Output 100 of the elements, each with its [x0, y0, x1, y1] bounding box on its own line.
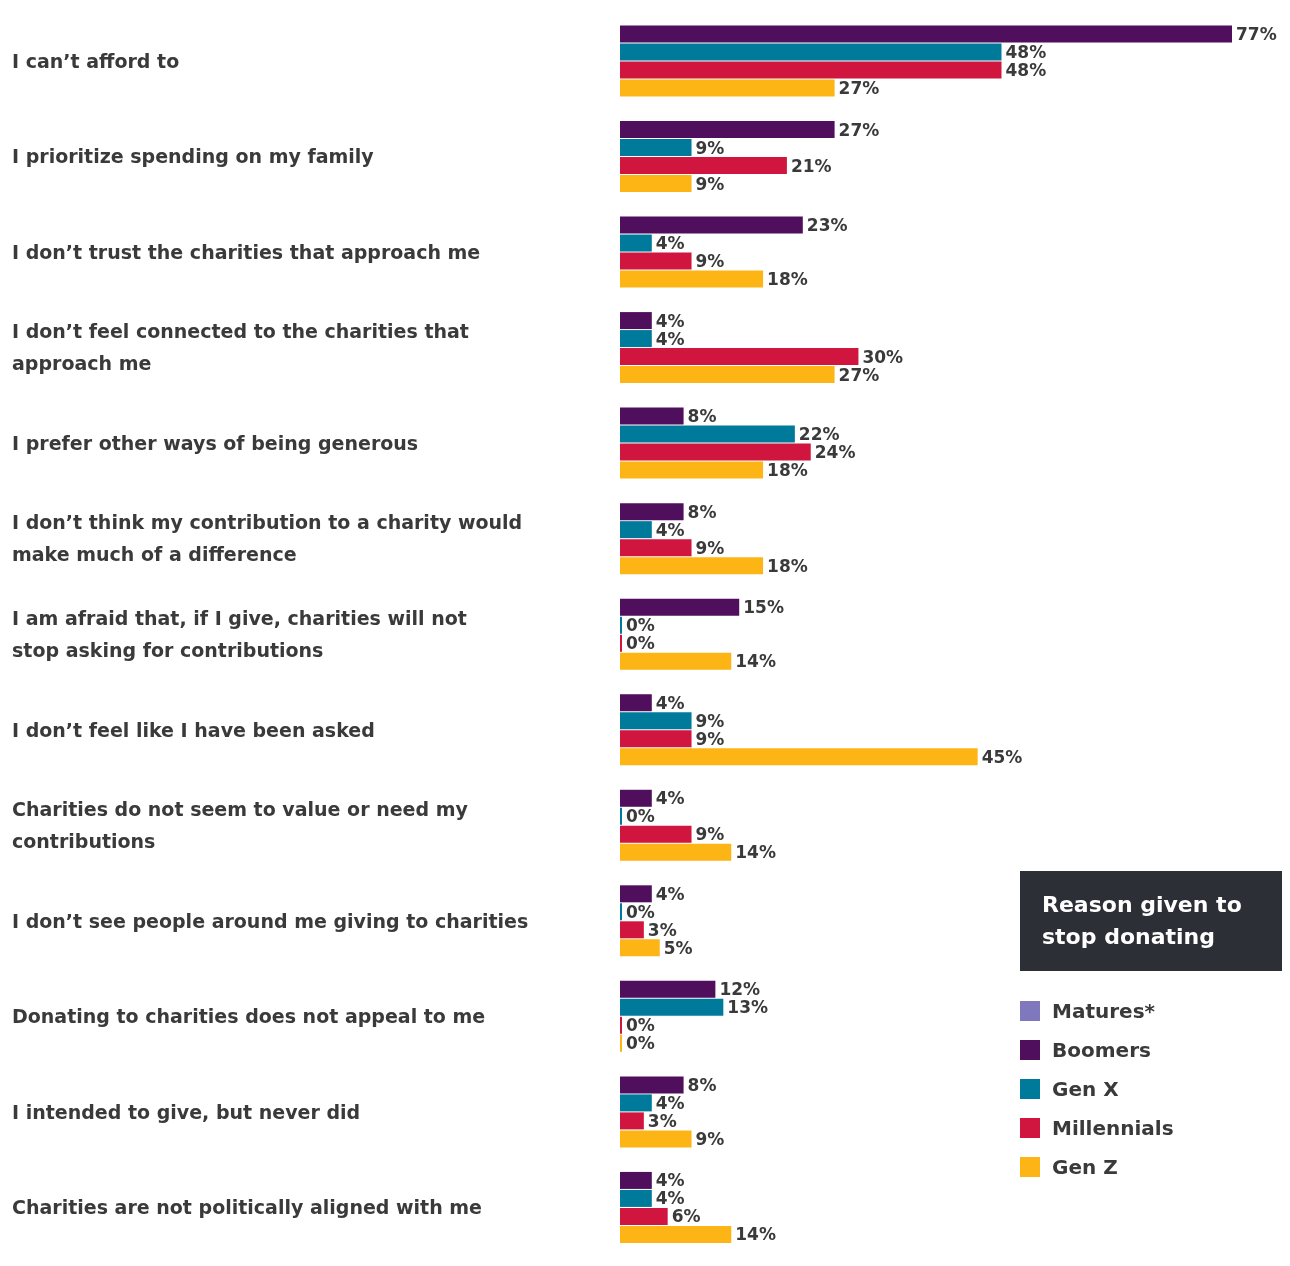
bar	[620, 521, 652, 539]
data-label: 48%	[1005, 41, 1047, 62]
data-label: 27%	[838, 364, 880, 385]
data-label: 4%	[655, 519, 685, 540]
data-label: 0%	[626, 1015, 655, 1036]
data-label: 14%	[735, 1224, 776, 1245]
y-tick-label: I can’t afford to	[12, 49, 180, 72]
data-label: 4%	[655, 310, 685, 331]
data-label: 8%	[687, 406, 717, 427]
y-tick-label: Charities are not politically aligned with me	[12, 1196, 482, 1219]
bar	[620, 1076, 684, 1094]
bar	[620, 789, 652, 807]
y-tick-label: Donating to charities does not appeal to me	[12, 1005, 486, 1028]
data-label: 18%	[767, 269, 808, 290]
data-label: 4%	[655, 1170, 685, 1191]
bar	[620, 598, 740, 616]
data-label: 0%	[626, 1033, 655, 1054]
data-label: 4%	[655, 883, 685, 904]
data-label: 18%	[767, 555, 808, 576]
data-label: 27%	[838, 77, 880, 98]
y-tick-label: I am afraid that, if I give, charities will not stop asking for contributions	[12, 607, 467, 661]
bar	[620, 652, 732, 670]
bar	[620, 730, 692, 748]
data-label: 9%	[695, 1128, 725, 1149]
bar	[620, 366, 835, 384]
bar	[620, 939, 660, 957]
data-label: 27%	[838, 119, 880, 140]
data-label: 12%	[719, 979, 761, 1000]
bar	[620, 1094, 652, 1112]
data-label: 48%	[1005, 59, 1047, 80]
data-label: 4%	[655, 1188, 685, 1209]
data-label: 0%	[626, 633, 655, 654]
data-label: 9%	[695, 137, 725, 158]
bar	[620, 825, 692, 843]
y-tick-label: I don’t think my contribution to a charity would make much of a difference	[12, 511, 523, 566]
bar	[620, 885, 652, 903]
bar	[620, 748, 978, 766]
bar	[620, 980, 716, 998]
y-tick-label: Charities do not seem to value or need my contributions	[12, 798, 469, 853]
bar	[620, 557, 764, 575]
data-label: 4%	[655, 788, 685, 809]
data-label: 4%	[655, 692, 685, 713]
bar	[620, 43, 1002, 61]
bar	[620, 843, 732, 861]
bar	[620, 694, 652, 712]
legend-title: Reason given to stop donating	[1020, 871, 1282, 971]
bar	[620, 157, 787, 174]
bar	[620, 270, 764, 288]
legend-label: Gen X	[1052, 1076, 1119, 1101]
legend-label: Boomers	[1052, 1037, 1151, 1062]
y-tick-label: I don’t see people around me giving to charities	[12, 909, 529, 932]
bar	[620, 175, 692, 192]
bar	[620, 712, 692, 730]
bar	[620, 1130, 692, 1148]
legend-label: Matures*	[1052, 998, 1155, 1023]
bar	[620, 312, 652, 330]
bar	[620, 216, 803, 234]
bar	[620, 139, 692, 156]
data-label: 9%	[695, 537, 725, 558]
bar	[620, 1207, 668, 1225]
data-label: 9%	[695, 728, 725, 749]
bar	[620, 61, 1002, 79]
data-label: 45%	[981, 746, 1023, 767]
data-label: 0%	[626, 615, 655, 636]
data-label: 0%	[626, 806, 655, 827]
bar	[620, 121, 835, 138]
bar	[620, 348, 859, 366]
bar	[620, 234, 652, 252]
data-label: 22%	[798, 424, 840, 445]
data-label: 5%	[663, 937, 693, 958]
data-label: 30%	[862, 346, 904, 367]
y-tick-label: I prefer other ways of being generous	[12, 431, 419, 454]
data-label: 4%	[655, 1092, 685, 1113]
data-label: 3%	[647, 1110, 677, 1131]
data-label: 6%	[671, 1206, 701, 1227]
legend-label: Gen Z	[1052, 1154, 1118, 1179]
bar	[620, 1225, 732, 1243]
bar	[620, 25, 1232, 43]
legend-label: Millennials	[1052, 1115, 1174, 1140]
data-label: 9%	[695, 251, 725, 272]
data-label: 77%	[1236, 23, 1277, 44]
y-tick-label: I don’t feel connected to the charities that approach me	[12, 320, 469, 375]
data-label: 9%	[695, 173, 725, 194]
data-label: 23%	[806, 215, 848, 236]
y-tick-label: I intended to give, but never did	[12, 1100, 361, 1123]
data-label: 24%	[814, 442, 856, 463]
y-tick-label: I prioritize spending on my family	[12, 145, 375, 168]
bar	[620, 539, 692, 557]
bar	[620, 998, 724, 1016]
data-label: 8%	[687, 501, 717, 522]
data-label: 14%	[735, 842, 776, 863]
bar	[620, 79, 835, 97]
data-label: 8%	[687, 1074, 717, 1095]
bar	[620, 407, 684, 425]
data-label: 4%	[655, 233, 685, 254]
bar	[620, 461, 764, 479]
data-label: 21%	[790, 155, 832, 176]
data-label: 13%	[727, 997, 769, 1018]
data-label: 15%	[743, 597, 784, 618]
bar	[620, 425, 795, 443]
